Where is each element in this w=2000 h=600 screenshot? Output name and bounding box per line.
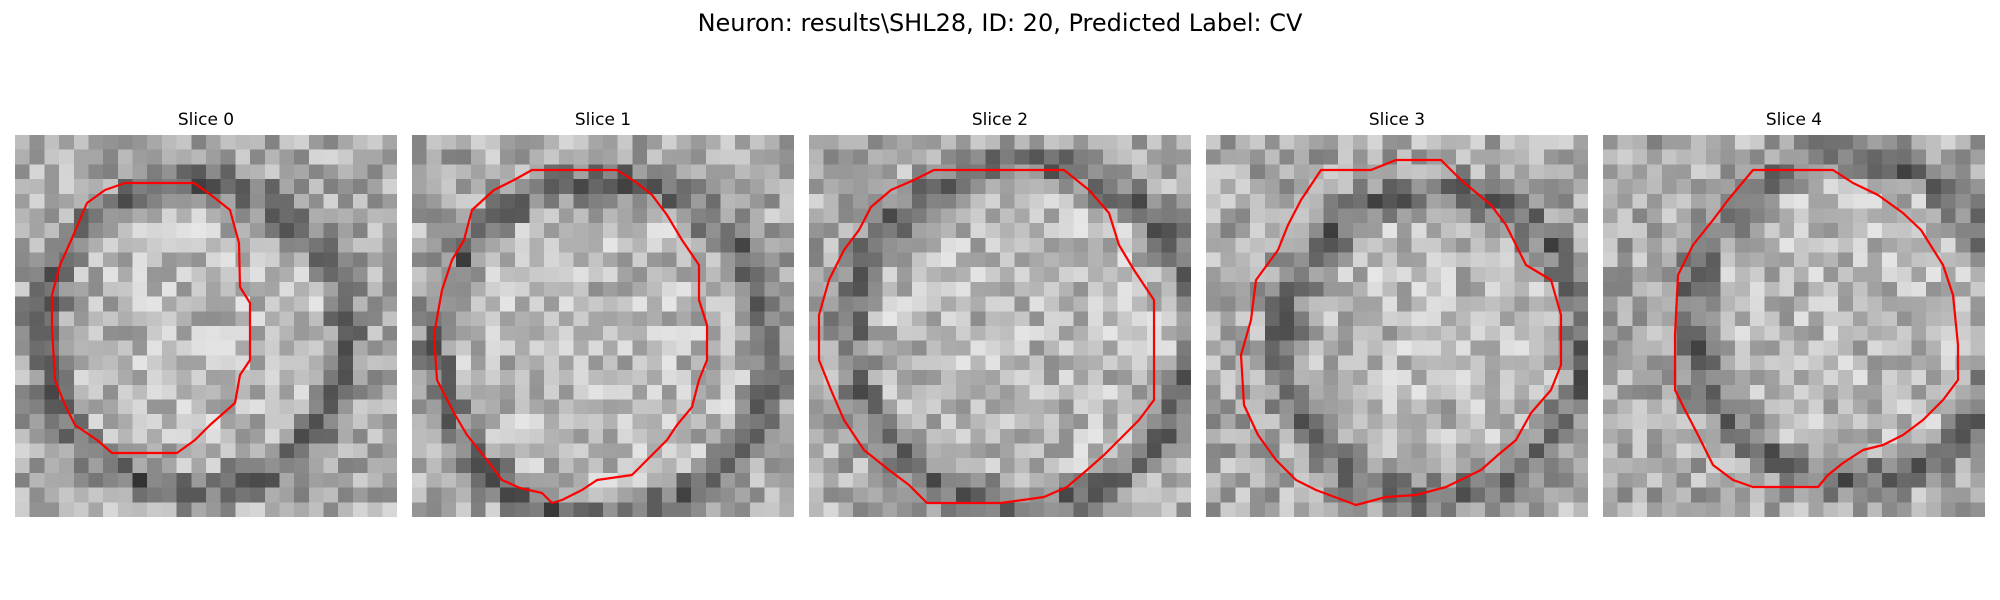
segmentation-contour [817, 168, 1156, 505]
slice-image [809, 135, 1191, 517]
slice-image [1206, 135, 1588, 517]
slice-panel-0: Slice 0 [15, 108, 397, 518]
grayscale-micrograph [15, 135, 397, 517]
segmentation-contour [432, 168, 709, 505]
slice-panel-1: Slice 1 [412, 108, 794, 518]
slice-panel-3: Slice 3 [1206, 108, 1588, 518]
contour-overlay [50, 181, 252, 455]
contour-overlay [817, 168, 1156, 505]
slice-panel-2: Slice 2 [809, 108, 1191, 518]
slice-title: Slice 3 [1368, 110, 1426, 130]
contour-overlay [432, 168, 709, 505]
slice-image [15, 135, 397, 517]
segmentation-contour [1673, 168, 1960, 489]
segmentation-contour [50, 181, 252, 455]
contour-overlay [1239, 158, 1563, 507]
slice-title: Slice 0 [177, 110, 235, 130]
segmentation-contour [1239, 158, 1563, 507]
slice-title: Slice 2 [971, 110, 1029, 130]
grayscale-micrograph [1603, 135, 1985, 517]
slice-panel-4: Slice 4 [1603, 108, 1985, 518]
slice-image [1603, 135, 1985, 517]
contour-overlay [1673, 168, 1960, 489]
figure-title: Neuron: results\SHL28, ID: 20, Predicted… [697, 9, 1303, 37]
grayscale-micrograph [412, 135, 794, 517]
slice-title: Slice 1 [574, 110, 632, 130]
slice-image [412, 135, 794, 517]
grayscale-micrograph [809, 135, 1191, 517]
slice-title: Slice 4 [1765, 110, 1823, 130]
grayscale-micrograph [1206, 135, 1588, 517]
